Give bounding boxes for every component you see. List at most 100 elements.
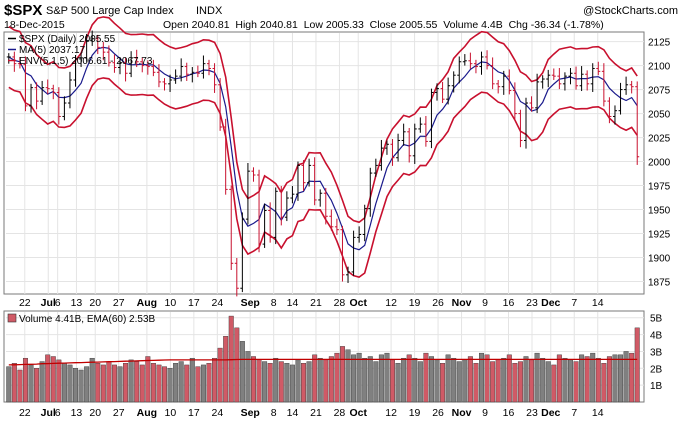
ma5-line <box>8 46 638 251</box>
x-tick-label: Aug <box>137 297 157 309</box>
volume-bar <box>406 354 412 403</box>
price-bar <box>118 58 123 75</box>
price-bar <box>396 133 401 162</box>
price-y-tick-label: 2075 <box>648 86 671 97</box>
volume-bar <box>267 363 273 403</box>
volume-bar <box>618 354 624 403</box>
x-tick-label: 26 <box>432 297 444 309</box>
price-bar <box>106 45 111 67</box>
price-bar <box>529 96 534 112</box>
x-tick-label: Dec <box>541 297 560 309</box>
price-bar <box>156 64 161 88</box>
x-tick-label: 9 <box>482 407 488 419</box>
price-bar <box>79 52 84 68</box>
price-bar <box>568 67 573 85</box>
price-bar <box>268 202 273 243</box>
volume-bar <box>595 357 601 403</box>
x-tick-label: 16 <box>503 407 515 419</box>
volume-bar <box>89 357 95 403</box>
volume-bar <box>351 354 357 403</box>
x-tick-label: Sep <box>241 297 260 309</box>
volume-bar <box>345 349 351 403</box>
x-tick-label: Dec <box>541 407 560 419</box>
price-bar <box>112 54 117 73</box>
volume-bar <box>495 359 501 403</box>
price-bar <box>312 157 317 206</box>
volume-bar <box>573 361 579 403</box>
x-tick-label: Nov <box>452 407 472 419</box>
volume-bar <box>173 363 179 403</box>
volume-bar <box>78 369 84 403</box>
price-y-tick-label: 2000 <box>648 158 671 169</box>
x-tick-label: 14 <box>592 297 604 309</box>
x-tick-label: 13 <box>71 297 83 309</box>
volume-bar <box>367 356 373 403</box>
price-bar <box>190 67 195 83</box>
x-tick-label: 19 <box>409 297 421 309</box>
x-tick-label: Oct <box>349 407 367 419</box>
price-bar <box>218 78 223 131</box>
upper-envelope-line <box>8 16 638 224</box>
volume-bar <box>378 354 384 403</box>
price-bar <box>279 186 284 226</box>
price-bar <box>34 82 39 110</box>
volume-bar <box>417 361 423 403</box>
price-bar <box>551 68 556 80</box>
volume-bar <box>517 361 523 403</box>
volume-bar <box>356 352 362 403</box>
price-bar <box>6 53 11 64</box>
price-y-tick-label: 1975 <box>648 182 671 193</box>
price-bar <box>56 87 61 125</box>
volume-bar <box>67 364 73 403</box>
volume-bar <box>456 361 462 403</box>
price-bar <box>162 78 167 91</box>
price-bar <box>423 115 428 147</box>
x-tick-label: 23 <box>526 407 538 419</box>
price-bar <box>490 57 495 90</box>
volume-bar <box>162 366 167 403</box>
price-bar <box>579 66 584 92</box>
price-bar <box>496 79 501 94</box>
volume-bar <box>39 361 45 403</box>
volume-bar <box>512 363 518 403</box>
volume-bar <box>150 363 156 403</box>
price-bar <box>84 33 89 62</box>
price-bar <box>590 63 595 92</box>
volume-bar <box>295 359 301 403</box>
price-bar <box>412 123 417 164</box>
volume-bar <box>501 357 507 403</box>
price-bar <box>479 51 484 75</box>
header-watermark: @StockCharts.com <box>583 5 678 17</box>
volume-y-tick-label: 3B <box>650 347 663 358</box>
price-bar <box>401 123 406 146</box>
x-tick-label: 10 <box>165 407 177 419</box>
x-tick-label: 6 <box>55 407 61 419</box>
price-bar <box>329 209 334 231</box>
price-y-tick-label: 1875 <box>648 278 671 289</box>
price-bar <box>468 52 473 69</box>
price-bar <box>507 69 512 95</box>
price-y-tick-label: 2125 <box>648 38 671 49</box>
price-bar <box>234 258 239 297</box>
volume-legend-swatch <box>7 313 17 323</box>
price-y-tick-label: 1900 <box>648 254 671 265</box>
price-bar <box>629 80 634 94</box>
volume-bar <box>145 356 151 403</box>
price-bar <box>473 59 478 74</box>
price-bar <box>179 58 184 82</box>
volume-bar <box>212 357 218 403</box>
lower-envelope-line <box>8 77 638 278</box>
volume-bar <box>540 357 546 403</box>
volume-bar <box>106 361 112 403</box>
volume-bar <box>251 356 256 403</box>
volume-y-tick-label: 1B <box>650 381 663 392</box>
price-y-tick-label: 2050 <box>648 110 671 121</box>
envelope-bands <box>8 16 638 278</box>
x-tick-label: 22 <box>19 407 31 419</box>
x-tick-label: 12 <box>385 407 397 419</box>
volume-legend-label: Volume 4.41B, EMA(60) 2.53B <box>19 314 156 325</box>
volume-bar <box>284 363 290 403</box>
volume-bar <box>395 363 401 403</box>
volume-bar <box>423 352 429 403</box>
price-bar <box>540 75 545 89</box>
